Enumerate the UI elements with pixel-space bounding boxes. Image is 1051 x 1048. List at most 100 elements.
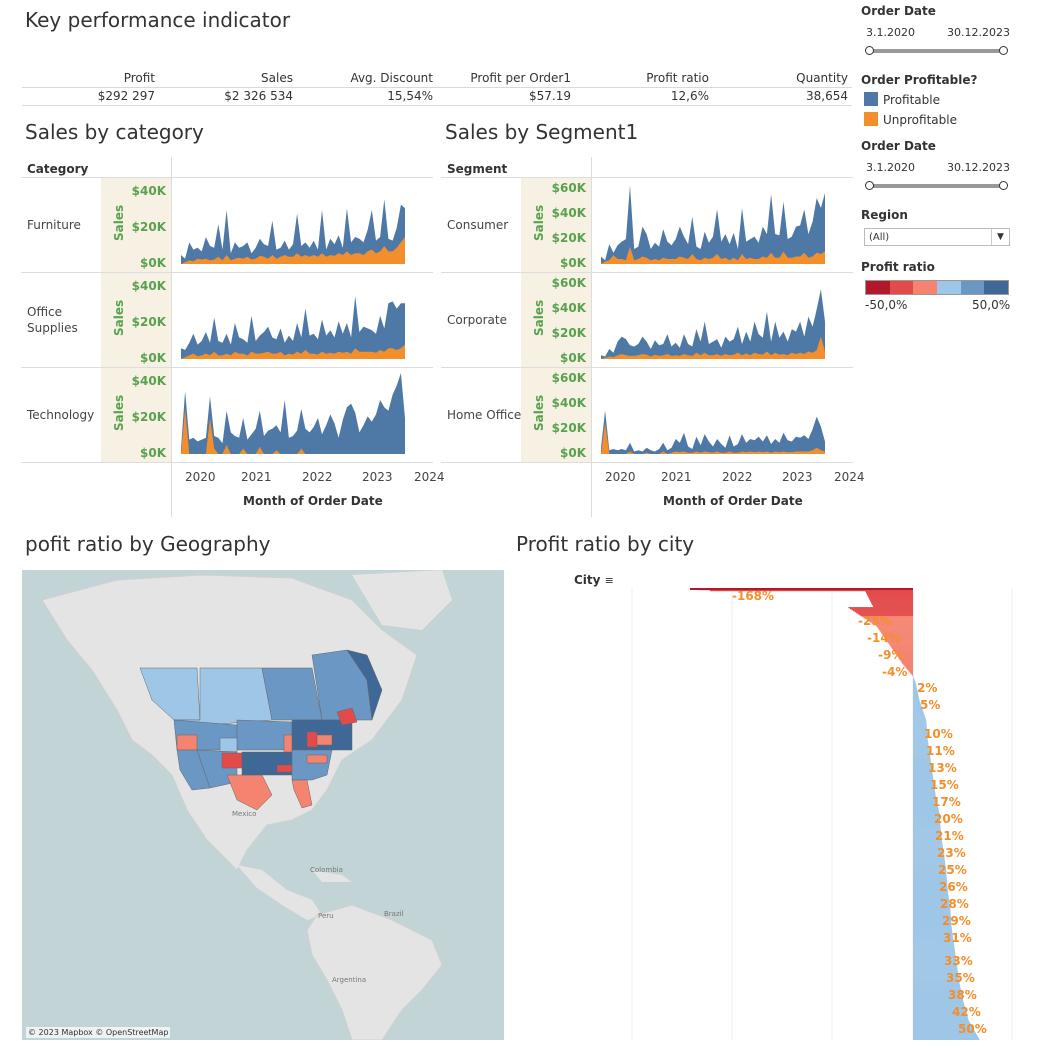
city-bar[interactable] xyxy=(913,835,942,837)
city-bar[interactable] xyxy=(913,826,941,828)
city-bar[interactable] xyxy=(874,624,913,626)
city-bar[interactable] xyxy=(913,948,955,950)
map-attribution[interactable]: © 2023 Mapbox © OpenStreetMap xyxy=(26,1027,171,1038)
city-bar[interactable] xyxy=(913,970,958,972)
city-bar[interactable] xyxy=(913,781,934,784)
map-svg[interactable]: Mexico Colombia Peru Brazil Argentina xyxy=(22,570,504,1040)
city-bar[interactable] xyxy=(913,943,954,945)
city-bar[interactable] xyxy=(913,790,936,793)
city-bar[interactable] xyxy=(867,595,914,597)
city-bar[interactable] xyxy=(913,865,946,867)
city-bar[interactable] xyxy=(913,919,952,921)
city-bar[interactable] xyxy=(913,719,927,721)
city-bar[interactable] xyxy=(913,747,929,749)
city-bar[interactable] xyxy=(913,810,940,813)
city-bar[interactable] xyxy=(913,708,923,710)
city-bar[interactable] xyxy=(913,924,952,926)
city-column-header[interactable]: City ≡ xyxy=(574,573,614,587)
city-bar[interactable] xyxy=(890,646,913,648)
city-bar[interactable] xyxy=(913,941,954,943)
city-bar[interactable] xyxy=(913,985,961,987)
city-bar[interactable] xyxy=(913,785,935,788)
city-bar[interactable] xyxy=(913,848,944,850)
city-bar[interactable] xyxy=(866,619,913,621)
city-bar[interactable] xyxy=(913,883,948,885)
city-bar[interactable] xyxy=(913,986,961,988)
city-bar[interactable] xyxy=(913,863,946,865)
city-bar[interactable] xyxy=(913,890,948,892)
city-bar[interactable] xyxy=(913,787,935,790)
city-bar[interactable] xyxy=(913,1005,965,1008)
city-bar[interactable] xyxy=(913,995,963,997)
area-plot[interactable] xyxy=(171,272,423,367)
city-bar[interactable] xyxy=(913,972,959,974)
region-labrador[interactable] xyxy=(346,649,383,721)
city-bar[interactable] xyxy=(913,784,935,787)
city-bar[interactable] xyxy=(913,920,952,922)
area-series-profitable[interactable] xyxy=(601,289,825,359)
city-bar[interactable] xyxy=(913,779,934,782)
city-bar[interactable] xyxy=(913,809,939,812)
order-date-slider[interactable] xyxy=(869,49,1006,53)
city-bar[interactable] xyxy=(913,866,946,868)
city-bar[interactable] xyxy=(913,929,952,931)
city-bar[interactable] xyxy=(913,683,916,685)
city-bar[interactable] xyxy=(899,658,913,660)
slider-end-handle[interactable] xyxy=(999,46,1008,55)
city-bar[interactable] xyxy=(866,592,913,594)
city-bar[interactable] xyxy=(903,664,913,666)
city-bar[interactable] xyxy=(913,873,947,875)
city-bar[interactable] xyxy=(913,977,959,979)
area-series-profitable[interactable] xyxy=(601,410,825,454)
city-bar[interactable] xyxy=(913,825,941,827)
city-bar[interactable] xyxy=(913,820,941,822)
city-bar[interactable] xyxy=(913,1017,969,1020)
city-bar[interactable] xyxy=(913,847,943,849)
city-bar[interactable] xyxy=(913,880,947,882)
city-bar[interactable] xyxy=(871,603,914,605)
city-bar[interactable] xyxy=(907,669,913,671)
city-bar[interactable] xyxy=(913,872,947,874)
city-bar[interactable] xyxy=(913,987,961,989)
city-bar[interactable] xyxy=(913,936,953,938)
city-bar[interactable] xyxy=(913,762,932,764)
city-bar[interactable] xyxy=(913,1013,968,1016)
city-bar[interactable] xyxy=(913,808,939,811)
city-bar[interactable] xyxy=(913,945,955,947)
map-regions[interactable] xyxy=(139,649,383,811)
city-bar[interactable] xyxy=(913,888,948,890)
city-bar[interactable] xyxy=(913,925,952,927)
city-bar[interactable] xyxy=(908,670,913,672)
city-bar[interactable] xyxy=(885,638,913,640)
city-bar[interactable] xyxy=(882,634,913,636)
city-bar[interactable] xyxy=(913,944,955,946)
city-bar[interactable] xyxy=(913,799,937,802)
city-bar[interactable] xyxy=(913,869,947,871)
city-bar[interactable] xyxy=(913,1009,966,1012)
city-bar[interactable] xyxy=(888,642,913,644)
city-bar[interactable] xyxy=(913,878,947,880)
city-bar[interactable] xyxy=(913,709,923,711)
city-bar[interactable] xyxy=(913,688,917,690)
city-bar[interactable] xyxy=(913,697,919,699)
region-dropdown[interactable]: (All) ▼ xyxy=(864,228,1010,246)
city-bar[interactable] xyxy=(913,1029,975,1032)
city-bar[interactable] xyxy=(913,932,953,934)
city-bar[interactable] xyxy=(872,623,913,625)
city-bar[interactable] xyxy=(913,791,936,794)
city-bar[interactable] xyxy=(881,632,913,634)
city-bar[interactable] xyxy=(913,753,930,755)
city-bar[interactable] xyxy=(913,816,940,818)
city-bar[interactable] xyxy=(913,678,915,680)
city-bar[interactable] xyxy=(913,743,929,745)
city-bar[interactable] xyxy=(913,875,947,877)
city-bar[interactable] xyxy=(913,798,937,801)
area-series-profitable[interactable] xyxy=(601,185,825,265)
sort-icon[interactable]: ≡ xyxy=(604,574,614,587)
city-bar[interactable] xyxy=(913,940,954,942)
city-bar[interactable] xyxy=(913,792,936,795)
chevron-down-icon[interactable]: ▼ xyxy=(991,229,1009,245)
city-bar[interactable] xyxy=(913,1031,976,1034)
city-bar[interactable] xyxy=(913,1000,964,1003)
city-bar[interactable] xyxy=(913,757,931,759)
